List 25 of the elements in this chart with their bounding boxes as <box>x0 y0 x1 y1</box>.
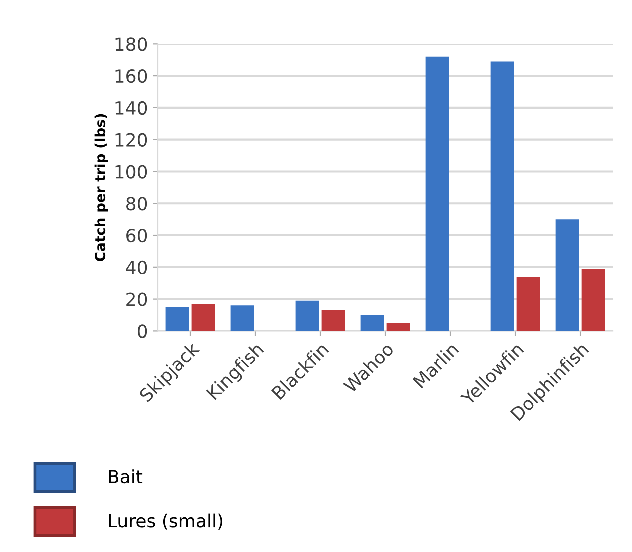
y-tick-label: 140 <box>116 101 148 116</box>
y-axis-title: Catch per trip (lbs) <box>94 114 108 262</box>
y-tick-label: 160 <box>116 70 148 84</box>
bar <box>360 315 384 332</box>
y-tick-label: 180 <box>116 38 148 52</box>
y-tick-label: 20 <box>126 292 148 306</box>
bar <box>490 62 514 332</box>
bar <box>296 300 320 332</box>
y-tick-label: 40 <box>126 260 148 275</box>
legend-label: Bait <box>109 470 143 484</box>
y-tick-label: 120 <box>116 133 148 147</box>
y-tick-label: 60 <box>126 228 148 243</box>
bar <box>582 269 606 332</box>
bar <box>556 220 580 332</box>
bar <box>322 310 346 332</box>
bar <box>230 306 254 332</box>
bar <box>166 307 190 332</box>
bar <box>516 276 540 332</box>
y-tick-label: 80 <box>126 197 148 211</box>
y-tick-label: 100 <box>116 165 148 179</box>
bar <box>386 323 410 332</box>
legend-label: Lures (small) <box>109 514 223 530</box>
y-tick-label: 0 <box>138 324 148 338</box>
bar <box>426 56 450 332</box>
bar <box>192 304 216 332</box>
